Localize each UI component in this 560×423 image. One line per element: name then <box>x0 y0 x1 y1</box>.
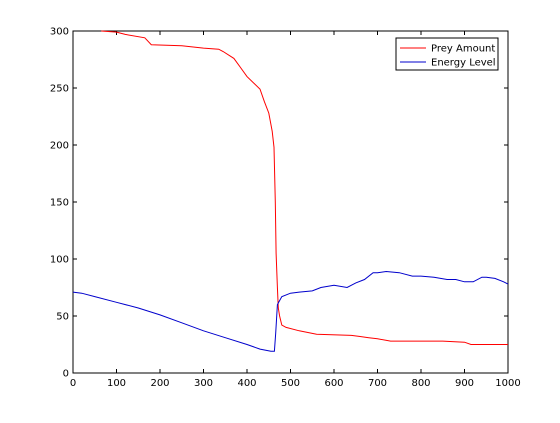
x-tick-label: 200 <box>150 378 169 389</box>
x-tick-label: 500 <box>281 378 300 389</box>
series-line-prey-amount <box>101 30 508 345</box>
x-tick-label: 900 <box>455 378 474 389</box>
legend-label-prey-amount: Prey Amount <box>431 44 495 55</box>
x-tick-label: 100 <box>107 378 126 389</box>
y-tick-label: 250 <box>50 84 69 95</box>
plot-area: 0 100 200 300 400 500 600 700 800 900 1000 0 50 100 15… <box>50 27 521 390</box>
x-tick-label: 800 <box>411 378 430 389</box>
x-tick-label: 1000 <box>495 378 520 389</box>
series-line-energy-level <box>72 270 509 352</box>
legend-label-energy-level: Energy Level <box>431 58 496 69</box>
legend: Prey Amount Energy Level <box>395 37 499 71</box>
y-tick-label: 50 <box>56 312 69 323</box>
x-tick-label: 600 <box>324 378 343 389</box>
x-tick-label: 300 <box>194 378 213 389</box>
x-tick-label: 400 <box>237 378 256 389</box>
x-tick-label: 0 <box>70 378 76 389</box>
y-tick-label: 0 <box>63 369 69 380</box>
y-tick-label: 200 <box>50 141 69 152</box>
y-tick-label: 300 <box>50 27 69 38</box>
legend-box <box>395 37 499 71</box>
x-tick-label: 700 <box>368 378 387 389</box>
axes-box <box>72 30 509 374</box>
y-tick-label: 100 <box>50 255 69 266</box>
y-tick-label: 150 <box>50 198 69 209</box>
